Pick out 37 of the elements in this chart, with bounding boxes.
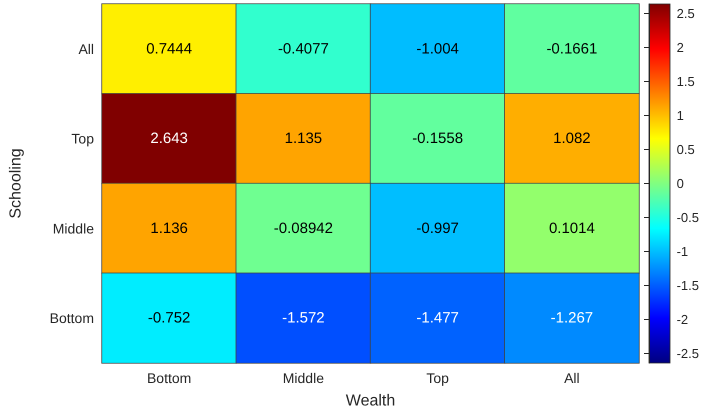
x-axis-title: Wealth xyxy=(346,392,396,410)
color-bar-label: -1.5 xyxy=(676,278,700,293)
data-label: 2.643 xyxy=(150,130,188,148)
color-bar-label: -0.5 xyxy=(676,210,700,225)
x-tick-label: Top xyxy=(426,370,450,386)
data-label: -0.1661 xyxy=(546,40,598,58)
data-label: 1.136 xyxy=(150,220,188,237)
color-bar-label: 1.5 xyxy=(676,74,695,90)
data-label: 1.082 xyxy=(553,130,591,148)
color-bar-label: 0 xyxy=(676,176,684,191)
y-tick-label: All xyxy=(78,40,94,57)
y-tick-label: Bottom xyxy=(50,310,94,326)
y-tick-label: Middle xyxy=(52,220,94,236)
data-label: -0.4077 xyxy=(278,40,329,58)
data-label: -1.477 xyxy=(416,310,459,327)
data-label: -0.08942 xyxy=(274,220,333,237)
x-tick-label: All xyxy=(564,370,580,386)
data-label: 0.7444 xyxy=(146,40,192,58)
color-bar-label: 2.5 xyxy=(676,6,695,22)
data-label: -0.752 xyxy=(148,310,190,327)
data-label: 0.1014 xyxy=(548,220,595,237)
color-bar-label: 2 xyxy=(676,40,684,56)
data-label: -1.004 xyxy=(416,40,459,58)
color-bar-label: 0.5 xyxy=(676,142,695,158)
data-label: -1.267 xyxy=(550,310,594,327)
y-tick-label: Top xyxy=(71,130,94,147)
y-axis-title: Schooling xyxy=(8,148,24,219)
color-bar-label: -2 xyxy=(676,312,688,327)
data-label: -1.572 xyxy=(282,310,325,327)
data-label: 1.135 xyxy=(284,130,322,148)
data-label: -0.1558 xyxy=(412,130,464,148)
data-label: -0.997 xyxy=(416,220,459,237)
color-bar-label: -1 xyxy=(676,244,688,259)
color-bar-label: -2.5 xyxy=(676,346,700,361)
x-tick-label: Bottom xyxy=(146,370,192,386)
x-tick-label: Middle xyxy=(282,370,324,386)
color-bar-label: 1 xyxy=(676,108,684,124)
